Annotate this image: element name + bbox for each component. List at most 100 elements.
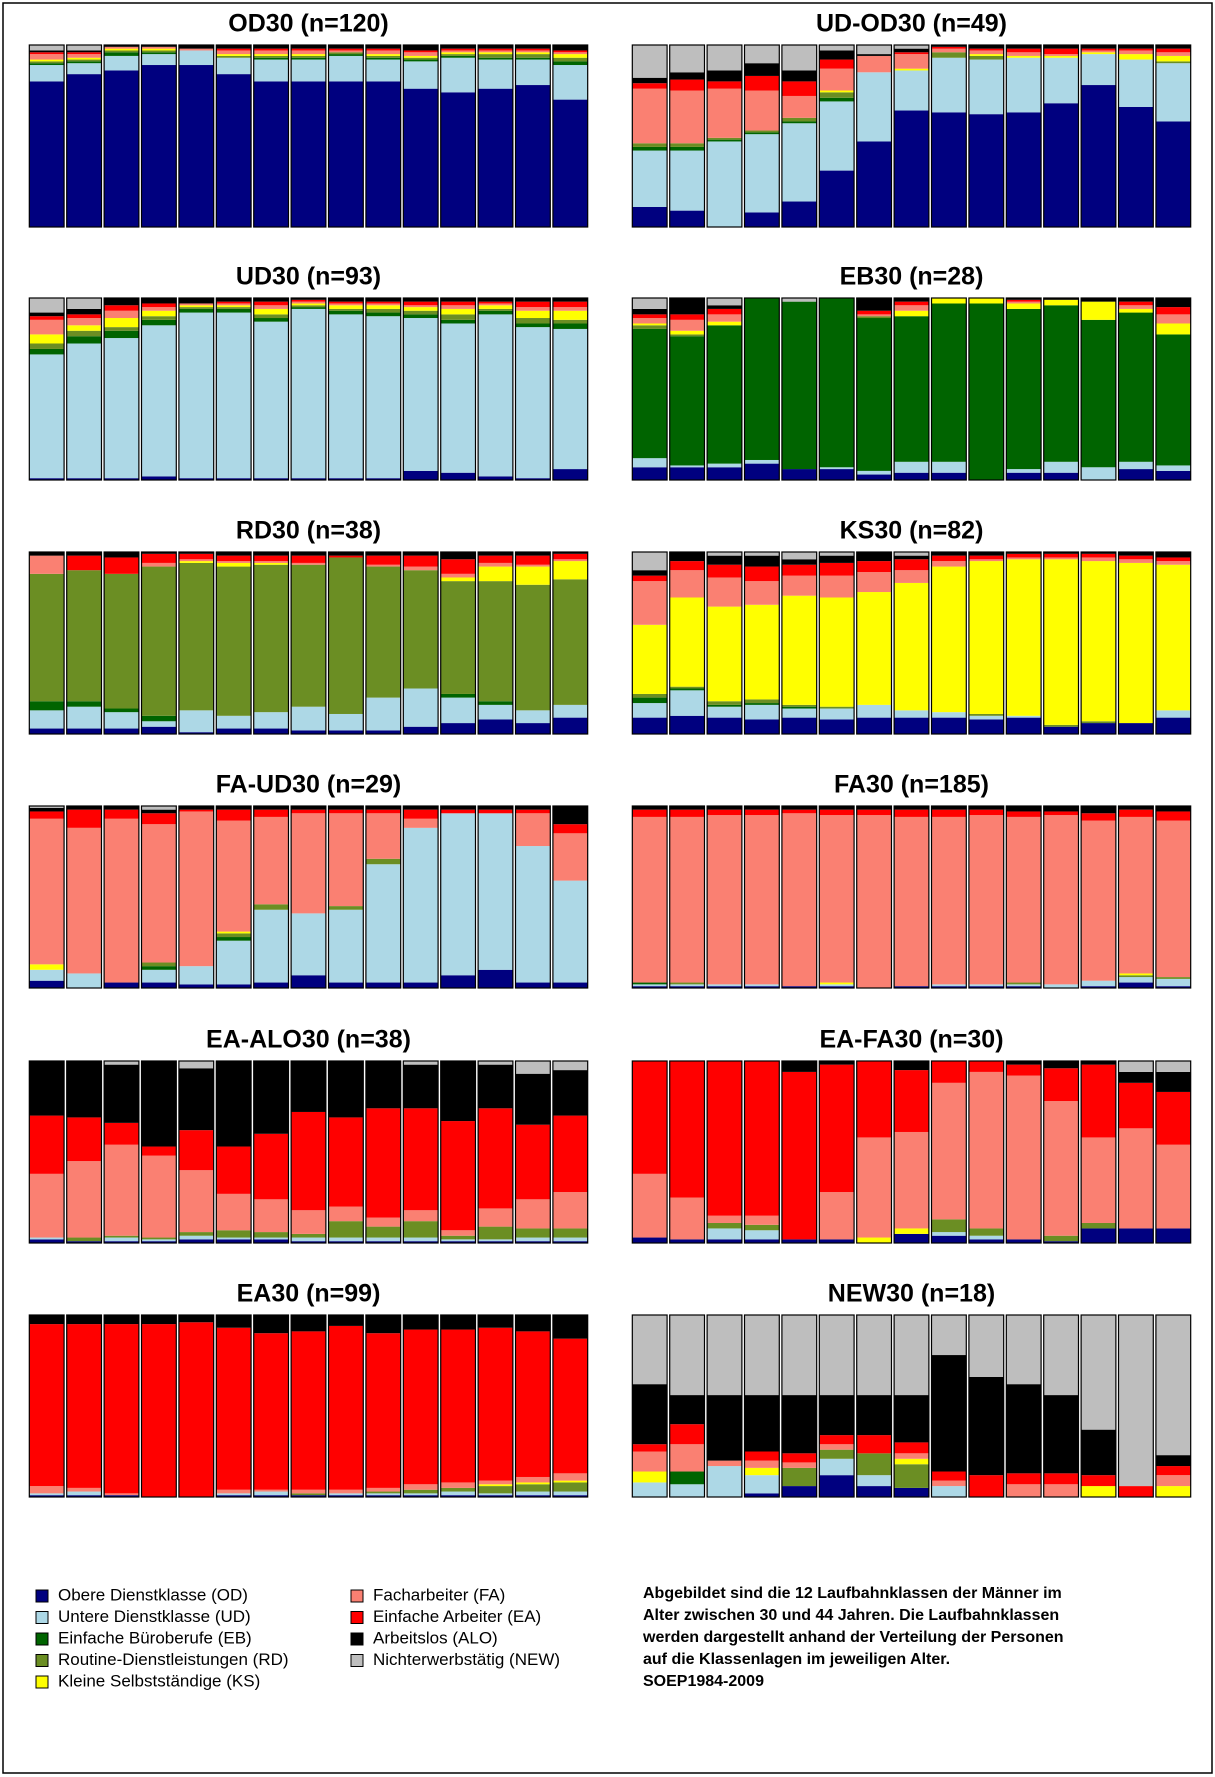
bar-segment (253, 308, 289, 315)
bar-segment (707, 1215, 742, 1223)
bar-segment (365, 982, 401, 988)
bar-segment (403, 310, 439, 315)
bar-segment (291, 478, 326, 480)
bar-segment (515, 52, 551, 55)
bar-outline (1117, 551, 1154, 735)
bar-segment (632, 806, 668, 810)
bar-segment (104, 1493, 139, 1496)
bar-outline (215, 1314, 252, 1498)
bar-segment (29, 81, 65, 228)
bar-segment (632, 88, 668, 144)
bar-segment (478, 806, 513, 810)
bar-segment (819, 809, 855, 816)
bar-segment (29, 806, 65, 808)
bar-outline (1005, 551, 1042, 735)
bar-outline (178, 1060, 215, 1244)
bar-segment (66, 555, 102, 571)
bar-segment (819, 806, 855, 810)
bar-segment (856, 314, 892, 317)
bar-outline (856, 1060, 893, 1244)
bar-segment (819, 92, 855, 98)
bar-segment (328, 308, 364, 311)
bar-segment (707, 88, 742, 138)
bar-segment (1118, 559, 1154, 563)
bar-segment (931, 717, 967, 734)
bar-outline (706, 44, 743, 228)
bar-segment (365, 1491, 401, 1494)
bar-segment (29, 312, 65, 317)
bar-segment (478, 969, 513, 988)
bar-segment (141, 319, 177, 326)
bar-segment (291, 562, 326, 565)
bar-segment (365, 308, 401, 313)
bar-outline (365, 1060, 402, 1244)
bar-segment (29, 50, 65, 53)
bar-segment (856, 592, 892, 705)
legend-label: Arbeitslos (ALO) (373, 1628, 498, 1647)
bar-segment (707, 81, 742, 89)
bar-outline (1117, 297, 1154, 481)
panel-title: NEW30 (n=18) (828, 1280, 995, 1308)
bar-segment (478, 52, 513, 55)
bar-segment (1006, 55, 1042, 58)
bar-segment (29, 319, 65, 335)
bar-segment (29, 298, 65, 313)
bar-segment (291, 48, 326, 51)
bar-segment (440, 301, 476, 306)
bar-segment (669, 79, 705, 91)
bar-segment (669, 1424, 705, 1445)
bar-outline (402, 44, 439, 228)
bar-segment (440, 48, 476, 51)
bar-segment (819, 1449, 855, 1459)
bar-segment (216, 715, 252, 729)
bar-segment (632, 143, 668, 147)
bar-segment (1081, 1222, 1116, 1229)
bar-segment (1043, 815, 1079, 985)
bar-segment (1043, 305, 1079, 462)
bar-segment (744, 719, 780, 734)
bar-segment (29, 354, 65, 479)
bar-segment (365, 1237, 401, 1242)
bar-segment (669, 1444, 705, 1472)
bar-segment (1155, 1228, 1191, 1243)
bar-segment (552, 559, 588, 562)
bar-segment (291, 564, 326, 707)
bar-segment (707, 1315, 742, 1396)
bar-segment (669, 982, 705, 985)
legend-swatch (350, 1654, 364, 1667)
bar-segment (141, 1241, 177, 1243)
bar-segment (931, 986, 967, 988)
bar-segment (328, 1489, 364, 1494)
bar-segment (216, 940, 252, 985)
bar-segment (253, 564, 289, 713)
bar-segment (819, 984, 855, 987)
bar-segment (403, 1241, 439, 1243)
bar-segment (515, 982, 551, 988)
bar-segment (515, 1495, 551, 1497)
bar-outline (1043, 551, 1080, 735)
bar-segment (253, 57, 289, 60)
bar-outline (930, 44, 967, 228)
bar-segment (403, 305, 439, 308)
bar-segment (744, 134, 780, 213)
bar-segment (968, 809, 1004, 816)
bar-segment (1155, 820, 1191, 978)
bar-segment (253, 50, 289, 55)
bar-segment (968, 815, 1004, 985)
bar-segment (403, 1061, 439, 1065)
bar-segment (216, 806, 252, 810)
bar-segment (178, 48, 214, 51)
bar-segment (931, 1471, 967, 1481)
bar-segment (141, 1324, 177, 1497)
bar-outline (514, 1060, 551, 1244)
bar-segment (819, 562, 855, 576)
bar-outline (514, 551, 551, 735)
bar-segment (141, 325, 177, 477)
bar-segment (1155, 63, 1191, 122)
bar-segment (515, 566, 551, 585)
legend-swatch (350, 1611, 364, 1624)
bar-segment (819, 170, 855, 227)
bar-segment (216, 307, 252, 309)
bar-segment (819, 575, 855, 598)
bar-segment (968, 713, 1004, 716)
